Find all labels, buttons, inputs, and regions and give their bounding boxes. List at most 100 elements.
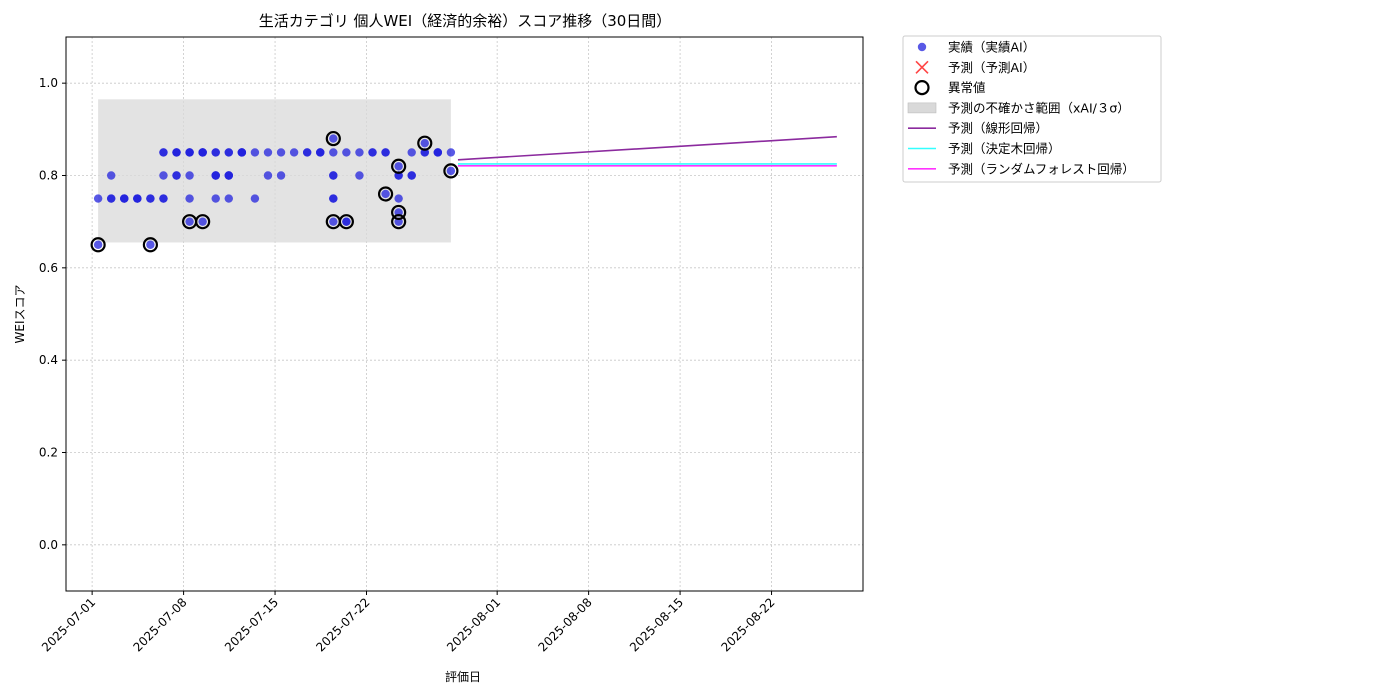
- actual-point: [381, 148, 390, 157]
- actual-point: [106, 194, 116, 203]
- actual-point: [93, 194, 103, 203]
- actual-point: [172, 148, 181, 157]
- actual-point: [329, 134, 338, 143]
- actual-point: [381, 189, 390, 199]
- actual-point: [198, 217, 207, 226]
- legend-label: 異常値: [948, 80, 986, 95]
- actual-point: [185, 217, 194, 226]
- actual-point: [394, 194, 403, 203]
- anomaly-point: [338, 214, 354, 230]
- linear-forecast-line: [457, 135, 837, 161]
- chart-title: 生活カテゴリ 個人WEI（経済的余裕）スコア推移（30日間）: [259, 12, 672, 30]
- actual-point: [329, 171, 338, 180]
- anomaly-point: [377, 186, 394, 202]
- actual-point: [433, 148, 443, 157]
- actual-point: [211, 194, 220, 203]
- legend-forecast-swatch: [915, 60, 929, 74]
- actual-point: [250, 148, 260, 157]
- actual-point: [302, 148, 312, 157]
- legend-box: [902, 35, 1162, 183]
- actual-point: [224, 194, 233, 203]
- actual-point: [329, 217, 338, 226]
- y-tick-label: 1.0: [39, 76, 58, 90]
- actual-point: [93, 240, 103, 249]
- actual-point: [211, 148, 220, 157]
- anomaly-point: [443, 163, 459, 179]
- legend-band-swatch: [907, 102, 937, 114]
- plot-frame: [65, 36, 864, 592]
- actual-point: [355, 148, 364, 157]
- actual-point: [172, 171, 181, 180]
- legend-label: 予測の不確かさ範囲（xAI/３σ）: [948, 100, 1130, 115]
- legend-actual-swatch: [917, 42, 927, 52]
- actual-point: [394, 162, 403, 171]
- x-tick-label: 2025-08-08: [536, 595, 595, 654]
- legend-label: 予測（予測AI）: [948, 60, 1035, 75]
- actual-point: [120, 194, 129, 203]
- legend-label: 予測（ランダムフォレスト回帰）: [948, 161, 1135, 176]
- actual-point: [263, 148, 273, 157]
- x-tick-label: 2025-07-15: [222, 595, 281, 654]
- actual-point: [159, 194, 168, 203]
- actual-point: [133, 194, 142, 203]
- plot-area: 0.0 0.2 0.4 0.6 0.8 1.0 2025-07-01 2025-07-08 20…: [39, 37, 863, 654]
- legend-anomaly-swatch: [914, 79, 930, 96]
- x-tick-label: 2025-08-15: [627, 595, 686, 654]
- actual-point: [106, 171, 116, 180]
- actual-point: [146, 194, 155, 203]
- actual-point: [159, 171, 168, 180]
- actual-point: [316, 148, 325, 157]
- y-tick-label: 0.4: [39, 353, 58, 367]
- actual-point: [263, 171, 273, 180]
- anomaly-point: [90, 237, 106, 253]
- anomaly-point: [325, 130, 341, 147]
- legend-label: 予測（決定木回帰）: [948, 141, 1061, 156]
- actual-point: [250, 194, 260, 203]
- x-tick-label: 2025-08-01: [444, 595, 503, 654]
- actual-point: [368, 148, 377, 157]
- actual-point: [407, 171, 416, 180]
- actual-point: [355, 171, 364, 180]
- y-tick-label: 0.2: [39, 446, 58, 460]
- x-tick-label: 2025-08-22: [718, 595, 777, 654]
- anomaly-point: [391, 204, 407, 221]
- x-tick-label: 2025-07-01: [39, 595, 98, 654]
- actual-point: [342, 148, 351, 157]
- actual-point: [198, 148, 207, 157]
- actual-point: [211, 171, 220, 180]
- x-tick-label: 2025-07-22: [313, 595, 372, 654]
- actual-point: [159, 148, 168, 157]
- actual-point: [289, 148, 299, 157]
- legend-label: 予測（線形回帰）: [948, 121, 1048, 136]
- y-axis-title: WEIスコア: [13, 285, 27, 344]
- anomaly-point: [417, 135, 433, 151]
- actual-point: [420, 138, 429, 148]
- actual-point: [224, 171, 233, 180]
- x-axis-title: 評価日: [445, 669, 481, 684]
- actual-point: [342, 217, 351, 226]
- actual-point: [185, 148, 194, 157]
- actual-point: [446, 166, 456, 176]
- actual-point: [237, 148, 247, 157]
- y-tick-label: 0.8: [39, 169, 58, 183]
- anomaly-point: [142, 237, 158, 253]
- actual-point: [329, 148, 338, 157]
- anomaly-point: [391, 214, 407, 230]
- actual-point: [276, 148, 286, 157]
- anomaly-point: [195, 214, 211, 230]
- actual-point: [276, 171, 286, 180]
- legend-label: 実績（実績AI）: [948, 40, 1035, 55]
- actual-point: [407, 148, 416, 157]
- anomaly-point: [391, 158, 407, 174]
- actual-point: [146, 240, 155, 249]
- actual-point: [185, 171, 194, 180]
- actual-point: [329, 194, 338, 203]
- y-tick-label: 0.6: [39, 261, 58, 275]
- actual-point: [185, 194, 194, 203]
- actual-point: [224, 148, 233, 157]
- actual-point: [446, 148, 456, 157]
- x-tick-label: 2025-07-08: [130, 595, 189, 654]
- y-tick-label: 0.0: [39, 538, 58, 552]
